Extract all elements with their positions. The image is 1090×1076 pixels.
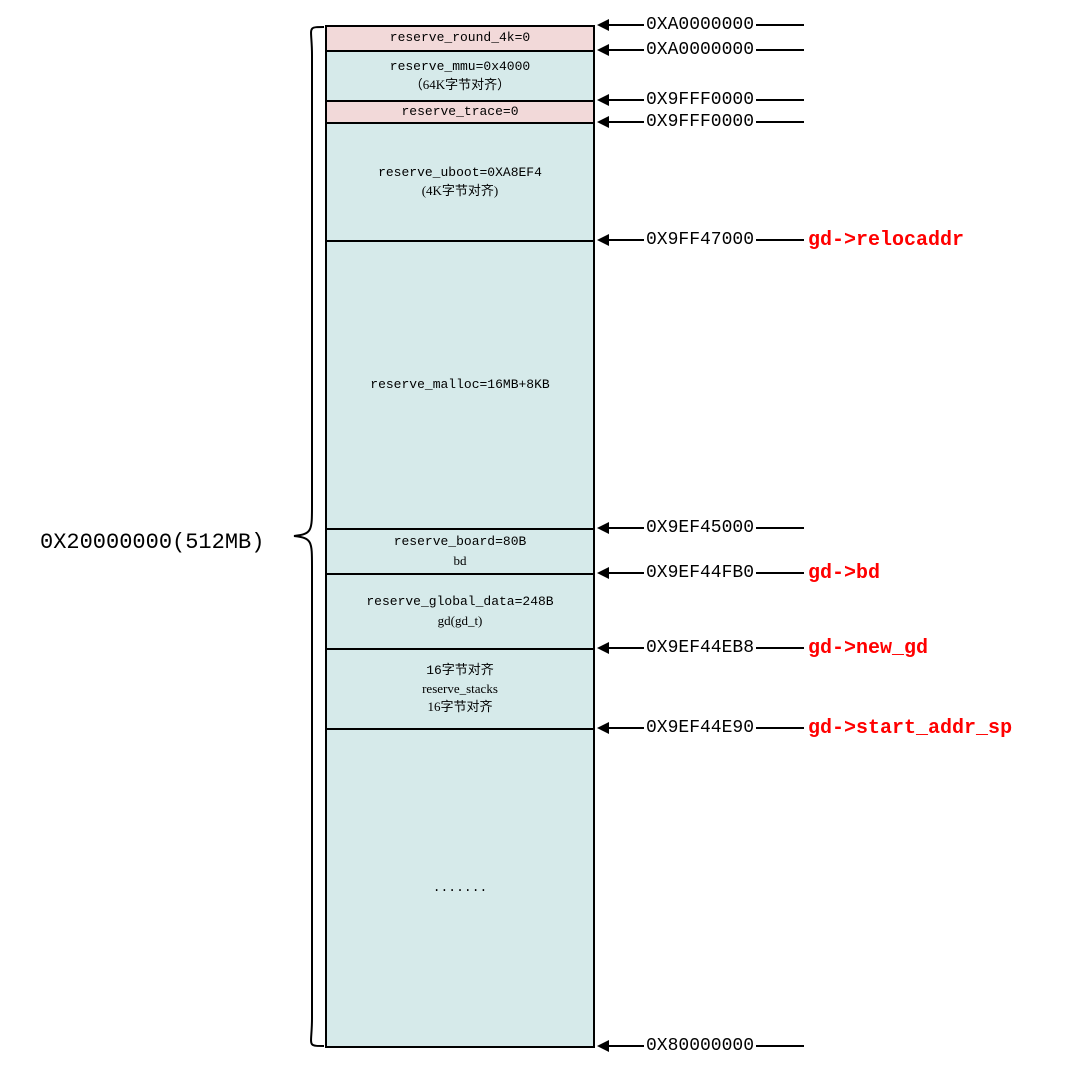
address-value: 0XA0000000 [644, 40, 756, 60]
addr-row-0: 0XA0000000 [597, 15, 804, 35]
block-uboot-line-1: (4K字节对齐) [422, 182, 499, 200]
block-gd-line-0: reserve_global_data=248B [366, 593, 553, 611]
block-round4k: reserve_round_4k=0 [327, 27, 593, 52]
block-mmu-line-0: reserve_mmu=0x4000 [390, 58, 530, 76]
hline-seg [609, 647, 644, 649]
gd-label: gd->bd [804, 562, 880, 585]
hline-seg [756, 121, 804, 123]
curly-brace [290, 25, 326, 1048]
arrow-left-icon [597, 116, 609, 128]
hline-seg [609, 572, 644, 574]
hline-seg [756, 727, 804, 729]
hline-seg [756, 49, 804, 51]
block-malloc: reserve_malloc=16MB+8KB [327, 242, 593, 530]
hline-seg [609, 121, 644, 123]
address-value: 0X9FFF0000 [644, 112, 756, 132]
gd-label: gd->new_gd [804, 637, 928, 660]
block-trace-line-0: reserve_trace=0 [401, 103, 518, 121]
address-value: 0X9FFF0000 [644, 90, 756, 110]
hline-seg [609, 99, 644, 101]
addr-row-7: 0X9EF44EB8 gd->new_gd [597, 638, 928, 658]
block-rest-line-0: ....... [433, 879, 488, 897]
arrow-left-icon [597, 44, 609, 56]
hline-seg [756, 1045, 804, 1047]
addr-row-9: 0X80000000 [597, 1036, 804, 1056]
addr-row-1: 0XA0000000 [597, 40, 804, 60]
memory-blocks: reserve_round_4k=0 reserve_mmu=0x4000（64K… [325, 25, 595, 1048]
hline-seg [756, 572, 804, 574]
addr-row-3: 0X9FFF0000 [597, 112, 804, 132]
addr-row-6: 0X9EF44FB0 gd->bd [597, 563, 880, 583]
block-board: reserve_board=80Bbd [327, 530, 593, 575]
hline-seg [756, 647, 804, 649]
hline-seg [609, 527, 644, 529]
addr-row-5: 0X9EF45000 [597, 518, 804, 538]
addr-row-8: 0X9EF44E90 gd->start_addr_sp [597, 718, 1012, 738]
arrow-left-icon [597, 642, 609, 654]
addr-row-2: 0X9FFF0000 [597, 90, 804, 110]
arrow-left-icon [597, 567, 609, 579]
address-value: 0X9EF44FB0 [644, 563, 756, 583]
block-gd-line-1: gd(gd_t) [438, 612, 483, 630]
block-board-line-1: bd [454, 552, 467, 570]
arrow-left-icon [597, 234, 609, 246]
block-mmu-line-1: （64K字节对齐） [410, 76, 510, 94]
block-uboot: reserve_uboot=0XA8EF4(4K字节对齐) [327, 124, 593, 242]
gd-label: gd->start_addr_sp [804, 717, 1012, 740]
arrow-left-icon [597, 722, 609, 734]
block-uboot-line-0: reserve_uboot=0XA8EF4 [378, 164, 542, 182]
block-round4k-line-0: reserve_round_4k=0 [390, 29, 530, 47]
block-malloc-line-0: reserve_malloc=16MB+8KB [370, 376, 549, 394]
address-value: 0X9EF44E90 [644, 718, 756, 738]
hline-seg [756, 527, 804, 529]
addr-row-4: 0X9FF47000 gd->relocaddr [597, 230, 964, 250]
hline-seg [609, 239, 644, 241]
hline-seg [756, 99, 804, 101]
arrow-left-icon [597, 19, 609, 31]
block-stacks-line-1: reserve_stacks [422, 680, 498, 698]
hline-seg [756, 24, 804, 26]
arrow-left-icon [597, 1040, 609, 1052]
address-value: 0X9EF44EB8 [644, 638, 756, 658]
block-mmu: reserve_mmu=0x4000（64K字节对齐） [327, 52, 593, 102]
block-stacks: 16字节对齐reserve_stacks16字节对齐 [327, 650, 593, 730]
block-rest: ....... [327, 730, 593, 1048]
block-board-line-0: reserve_board=80B [394, 533, 527, 551]
total-size-label: 0X20000000(512MB) [40, 530, 264, 555]
hline-seg [609, 49, 644, 51]
gd-label: gd->relocaddr [804, 229, 964, 252]
arrow-left-icon [597, 522, 609, 534]
block-gd: reserve_global_data=248Bgd(gd_t) [327, 575, 593, 650]
block-stacks-line-2: 16字节对齐 [427, 698, 492, 716]
address-value: 0XA0000000 [644, 15, 756, 35]
diagram-container: 0X20000000(512MB) reserve_round_4k=0rese… [0, 0, 1090, 1076]
address-value: 0X9EF45000 [644, 518, 756, 538]
arrow-left-icon [597, 94, 609, 106]
address-value: 0X9FF47000 [644, 230, 756, 250]
hline-seg [756, 239, 804, 241]
hline-seg [609, 727, 644, 729]
block-trace: reserve_trace=0 [327, 102, 593, 124]
hline-seg [609, 1045, 644, 1047]
address-value: 0X80000000 [644, 1036, 756, 1056]
hline-seg [609, 24, 644, 26]
block-stacks-line-0: 16字节对齐 [426, 662, 494, 680]
